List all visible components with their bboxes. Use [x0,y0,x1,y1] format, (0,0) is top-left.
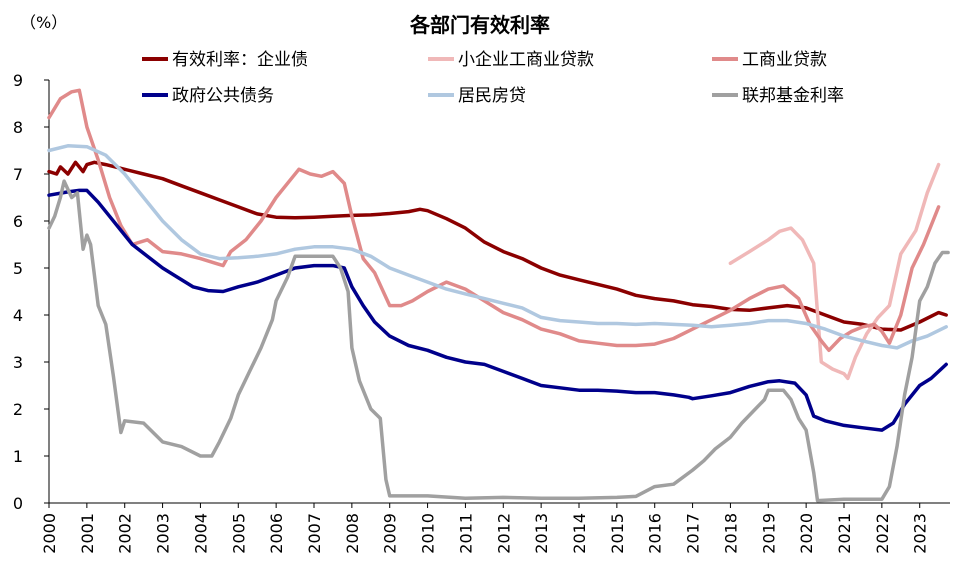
x-tick-label: 2015 [608,513,627,554]
x-tick-label: 2014 [570,513,589,554]
unit-label: （%） [20,13,67,32]
y-tick-label: 6 [13,212,23,231]
legend-label-5: 联邦基金利率 [742,86,844,106]
y-tick-label: 5 [13,259,23,278]
x-tick-label: 2001 [78,513,97,554]
y-tick-label: 7 [13,165,23,184]
x-tick-label: 2019 [759,513,778,554]
x-tick-label: 2013 [532,513,551,554]
series-line-4 [47,144,948,350]
x-tick-label: 2021 [835,513,854,554]
x-tick-label: 2003 [154,513,173,554]
x-tick-label: 2018 [721,513,740,554]
x-tick-label: 2005 [229,513,248,554]
y-tick-label: 4 [13,306,23,325]
x-tick-label: 2009 [381,513,400,554]
series-line-5 [47,179,950,503]
y-ticks: 0 1 2 3 4 5 6 7 8 9 [13,71,49,513]
series-line-3 [47,188,948,432]
x-tick-label: 2016 [646,513,665,554]
x-tick-label: 2006 [267,513,286,554]
series-line-2 [47,88,941,353]
y-tick-label: 0 [13,494,23,513]
y-tick-label: 8 [13,118,23,137]
legend-label-2: 工商业贷款 [742,50,827,70]
x-tick-label: 2011 [456,513,475,554]
x-tick-label: 2020 [797,513,816,554]
x-tick-label: 2017 [684,513,703,554]
x-tick-label: 2022 [873,513,892,554]
legend-label-4: 居民房贷 [458,86,526,106]
x-tick-label: 2000 [40,513,59,554]
x-tick-label: 2023 [911,513,930,554]
y-tick-label: 2 [13,400,23,419]
x-tick-label: 2004 [191,513,210,554]
legend-label-3: 政府公共债务 [172,86,274,106]
legend-label-0: 有效利率：企业债 [172,50,308,70]
y-tick-label: 1 [13,447,23,466]
chart-title: 各部门有效利率 [409,13,550,37]
x-tick-label: 2002 [116,513,135,554]
x-tick-label: 2012 [494,513,513,554]
x-tick-label: 2007 [305,513,324,554]
series-line-1 [728,162,941,381]
series-line-0 [47,160,948,332]
x-ticks: 2000 2001 2002 2003 2004 2005 2006 2007 2008 2009… [40,503,930,554]
series-lines [47,88,950,503]
y-tick-label: 9 [13,71,23,90]
x-tick-label: 2010 [419,513,438,554]
x-tick-label: 2008 [343,513,362,554]
y-tick-label: 3 [13,353,23,372]
legend-label-1: 小企业工商业贷款 [458,50,594,70]
